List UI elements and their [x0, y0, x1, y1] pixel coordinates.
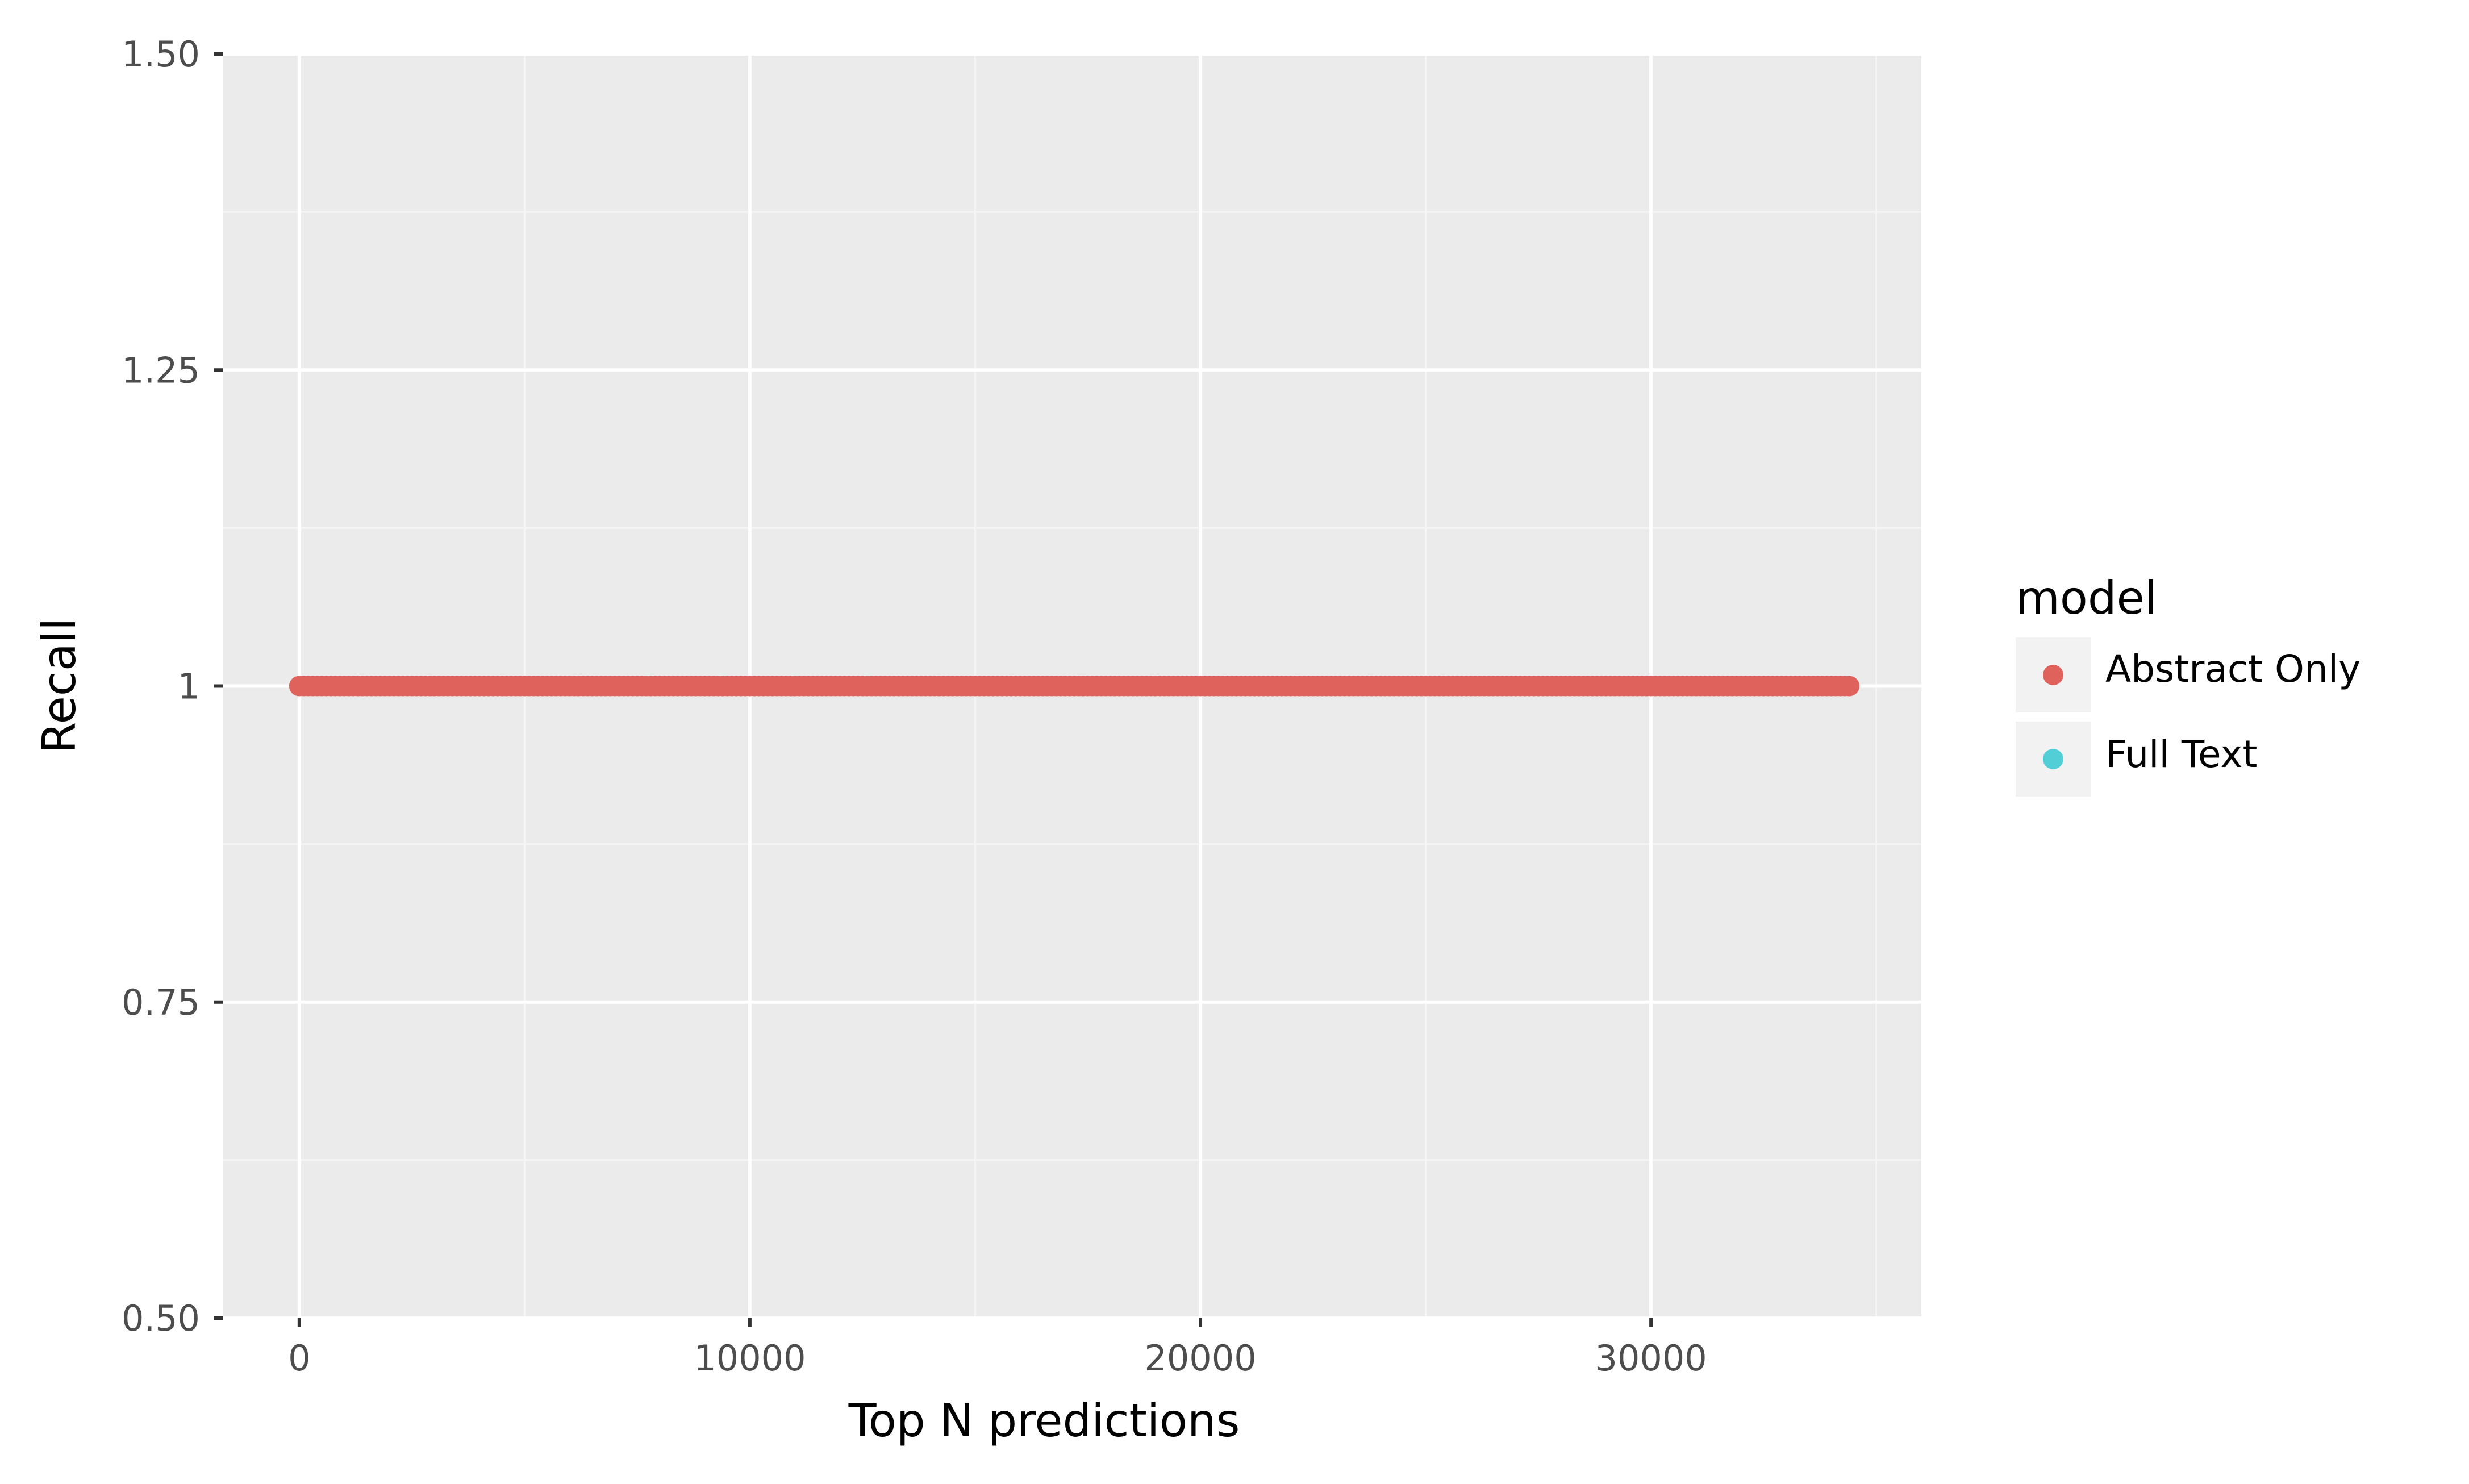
legend-label-abstract-only: Abstract Only	[2105, 647, 2360, 691]
x-tick-label: 30000	[1595, 1337, 1707, 1379]
y-tick-label: 0.50	[122, 1298, 200, 1339]
y-tick-label: 1.25	[122, 349, 200, 391]
x-tick-label: 0	[288, 1337, 310, 1379]
data-points	[289, 676, 1860, 697]
legend-title: model	[2016, 572, 2157, 624]
data-point	[1839, 676, 1860, 697]
axes: 0 10000 20000 30000 0.50 0.75 1 1.25 1.50	[122, 34, 1707, 1379]
y-tick-label: 1.50	[122, 34, 200, 75]
legend: model Abstract Only Full Text	[2016, 572, 2360, 797]
legend-symbol-abstract-only	[2043, 665, 2063, 685]
y-axis-title: Recall	[33, 618, 86, 754]
legend-label-full-text: Full Text	[2105, 732, 2257, 776]
x-tick-label: 20000	[1144, 1337, 1256, 1379]
x-tick-label: 10000	[694, 1337, 806, 1379]
x-axis-title: Top N predictions	[848, 1394, 1240, 1447]
y-tick-label: 0.75	[122, 982, 200, 1023]
legend-symbol-full-text	[2043, 749, 2063, 769]
y-tick-label: 1	[178, 666, 200, 707]
